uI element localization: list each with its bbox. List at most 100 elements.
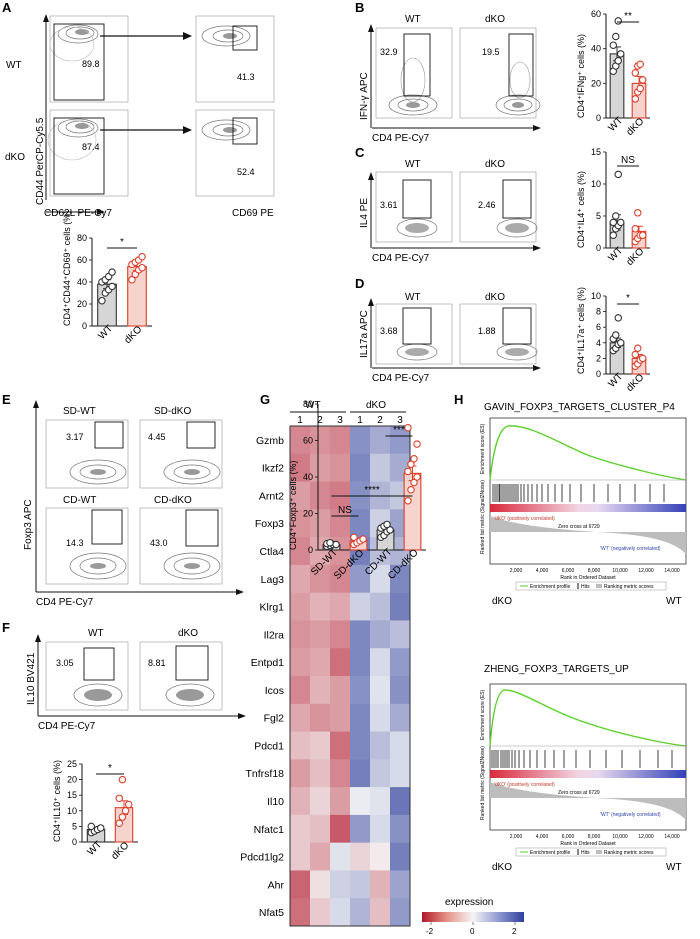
gene-label: Il2ra [264, 629, 285, 641]
data-point [118, 775, 127, 784]
heatmap-cell [350, 648, 370, 677]
heatmap-cell [370, 564, 390, 593]
data-point [638, 354, 647, 363]
gene-label: Il10 [267, 796, 284, 808]
legend-metric: Ranking metric scores [604, 584, 654, 590]
panel-label-b: B [355, 0, 364, 15]
data-point [359, 535, 367, 543]
heatmap-cell [390, 676, 410, 705]
heatmap-cell [290, 453, 310, 482]
heatmap-cell [390, 814, 410, 843]
y-tick-label: 5 [596, 211, 601, 221]
y-tick-label: 20 [67, 775, 77, 785]
gate-pct-d-dko: 1.88 [478, 326, 496, 336]
gsea-left-label: dKO [492, 596, 512, 607]
heatmap-cell [310, 731, 330, 760]
heatmap-cell [390, 759, 410, 788]
panel-label-d: D [355, 276, 364, 291]
group-label-e-sdko: SD-dKO [154, 406, 191, 417]
heatmap-cell [390, 592, 410, 621]
panel-c: C IL4 PE CD4 PE-Cy7 WT dKO 3.61 2.46 [355, 145, 541, 264]
axis-label-il10: IL10 BV421 [26, 652, 37, 705]
heatmap-cell [330, 676, 350, 705]
heatmap-cell [330, 759, 350, 788]
legend-color-bar [422, 912, 524, 922]
flow-plot-c-wt: 3.61 [375, 171, 453, 243]
gate-pct-e-sdko: 4.45 [148, 432, 166, 442]
y-tick-label: 0 [596, 369, 601, 379]
heatmap-cell [390, 620, 410, 649]
heatmap-cell [370, 426, 390, 455]
group-label-e-sdwt: SD-WT [63, 406, 96, 417]
heatmap-cell [390, 648, 410, 677]
enrichment-curve [489, 425, 687, 481]
gsea-legend [515, 581, 667, 591]
data-point [612, 32, 620, 41]
gate-pct-b-dko: 19.5 [482, 47, 500, 57]
data-point [413, 440, 421, 448]
y-tick-label: 20 [591, 78, 601, 88]
ranked-metric-area [490, 782, 686, 820]
data-point [386, 526, 394, 534]
data-point [636, 60, 644, 69]
heatmap-column-label: 1 [297, 415, 303, 426]
axis-label-cd62l: CD62L PE-Cy7 [44, 208, 112, 219]
gate-pct-d-wt: 3.68 [380, 326, 398, 336]
rank-tick-label: 4,000 [536, 568, 549, 574]
group-label-b-wt: WT [405, 14, 421, 25]
y-tick-label: 0 [596, 243, 601, 253]
axis-label-cd4-c: CD4 PE-Cy7 [372, 253, 430, 264]
category-label: dKO [624, 246, 646, 268]
data-point [631, 225, 640, 233]
heatmap-cell [330, 648, 350, 677]
panel-h: H GAVIN_FOXP3_TARGETS_CLUSTER_P4 Enrichme… [454, 392, 687, 873]
data-point [404, 467, 412, 476]
legend-swatch-metric [596, 850, 602, 854]
gene-label: Tnfrsf18 [245, 768, 284, 780]
heatmap-cells [290, 426, 410, 927]
data-point [614, 57, 622, 65]
heatmap-cell [310, 453, 330, 482]
heatmap-cell [310, 676, 330, 705]
ranking-color-band [490, 504, 686, 512]
panel-d: D IL17a APC CD4 PE-Cy7 WT dKO 3.68 1.88 [355, 276, 541, 384]
gate-pct-c-dko: 2.46 [478, 200, 496, 210]
rank-tick-label: 8,000 [588, 834, 601, 840]
legend-hits: Hits [581, 850, 590, 856]
row-label-wt: WT [6, 60, 22, 71]
gene-label: Foxp3 [255, 518, 284, 530]
flow-plot-a-wt-1: 89.8 [49, 15, 129, 103]
gsea-title: ZHENG_FOXP3_TARGETS_UP [484, 664, 629, 675]
rank-tick-label: 14,000 [664, 834, 680, 840]
heatmap-cell [390, 870, 410, 899]
data-point [404, 423, 412, 432]
panel-e: E Foxp3 APC CD4 PE-Cy7 SD-WT SD-dKO CD-W… [2, 392, 244, 608]
group-label-c-dko: dKO [485, 159, 505, 170]
heatmap-cell [350, 592, 370, 621]
heatmap-cell [370, 814, 390, 843]
flow-plot-a-dko-1: 87.4 [47, 109, 129, 197]
enrichment-curve [489, 689, 687, 747]
data-point [128, 276, 136, 284]
data-point [638, 76, 647, 84]
heatmap-cell [370, 676, 390, 705]
y-tick-label: 10 [67, 806, 77, 816]
flow-plot-e-cdwt: 14.3 [45, 507, 129, 585]
gate-pct-e-sdwt: 3.17 [66, 432, 84, 442]
data-point [118, 813, 127, 821]
group-label-c-wt: WT [405, 159, 421, 170]
data-point [326, 538, 334, 547]
gate-pct-a-dko-2: 52.4 [237, 167, 255, 177]
heatmap-cell [370, 731, 390, 760]
positive-label: 'dKO' (positively correlated) [494, 516, 555, 522]
y-tick-label: 80 [77, 233, 87, 243]
data-point [609, 41, 618, 49]
heatmap-cell [290, 814, 310, 843]
legend-swatch-metric [596, 584, 602, 588]
legend-hits: Hits [581, 584, 590, 590]
heatmap-cell [350, 564, 370, 593]
heatmap-cell [390, 898, 410, 927]
heatmap-cell [310, 648, 330, 677]
data-point [612, 331, 620, 339]
heatmap-column-label: 2 [317, 415, 323, 426]
